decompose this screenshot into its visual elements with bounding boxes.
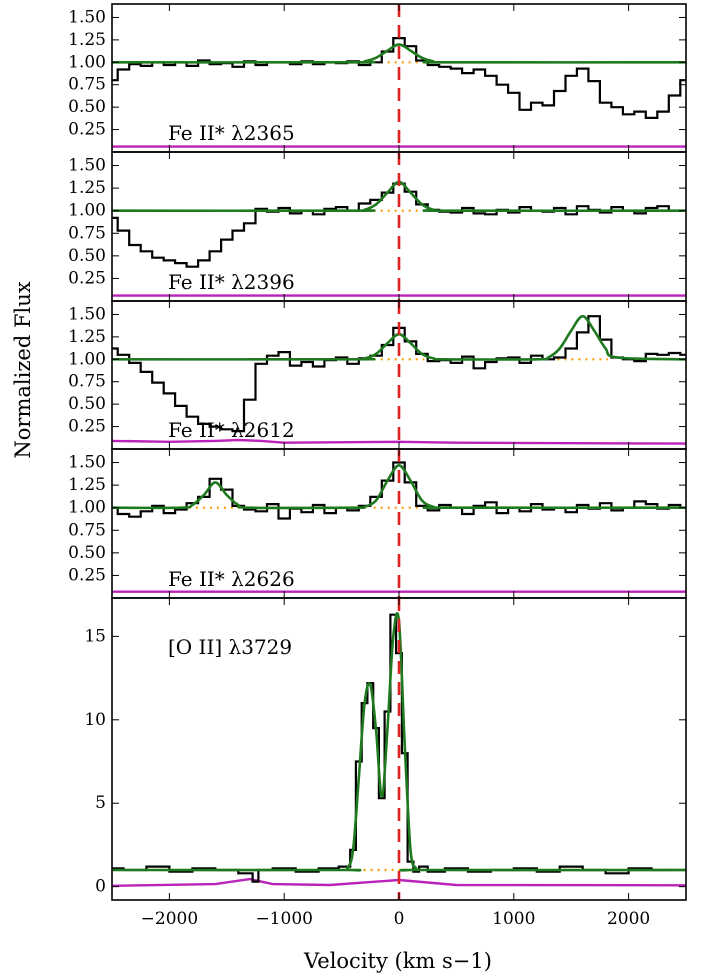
error-series-line (112, 877, 686, 887)
panel-transition-label: Fe II* λ2396 (168, 270, 295, 294)
y-axis-title: Normalized Flux (11, 281, 35, 458)
y-tick-label: 0.75 (68, 520, 106, 540)
panel-series (112, 612, 686, 887)
panel-1: 0.25 0.500.75 1.001.25 1.50 Fe II* λ2365 (68, 3, 687, 153)
y-tick-label: 0.25 (68, 120, 106, 140)
x-tick-label: 0 (394, 909, 405, 929)
model-series-line (112, 612, 686, 872)
y-tick-label: 1.50 (68, 453, 106, 473)
model-series-line (112, 463, 686, 510)
y-tick-label: 1.25 (68, 30, 106, 50)
y-tick-label: 1.50 (68, 7, 106, 27)
panel-4: 0.250.50 0.751.00 1.251.50 Fe II* λ2626 (68, 448, 687, 599)
panel-5: 0 5 10 15 [O II] λ3729 (84, 597, 687, 901)
y-tick-label: 0.25 (68, 417, 106, 437)
y-tick-label: 1.00 (68, 52, 106, 72)
y-tick-label: 0 (95, 877, 106, 897)
error-series-line (112, 438, 686, 445)
y-tick-label: 1.50 (68, 304, 106, 324)
y-tick-label: 1.25 (68, 475, 106, 495)
x-tick-label: 2000 (607, 909, 650, 929)
y-tick-label: 0.25 (68, 268, 106, 288)
y-tick-label: 1.25 (68, 178, 106, 198)
panel-3: 0.25 0.500.75 1.001.25 1.50 Fe II* λ2612 (68, 300, 687, 450)
y-tick-label: 0.25 (68, 565, 106, 585)
data-series-line (112, 37, 686, 119)
panel-transition-label: Fe II* λ2365 (168, 121, 295, 145)
model-series-line (112, 43, 686, 64)
panel-2: 0.250.50 0.751.00 1.251.50 Fe II* λ2396 (68, 151, 687, 302)
model-series-line (112, 314, 686, 361)
y-tick-label: 10 (84, 710, 106, 730)
x-tick-label: −1000 (255, 909, 313, 929)
y-tick-label: 0.50 (68, 97, 106, 117)
y-tick-label: 1.25 (68, 327, 106, 347)
y-tick-label: 1.00 (68, 349, 106, 369)
y-tick-label: 5 (95, 793, 106, 813)
x-tick-label: −2000 (141, 909, 199, 929)
y-tick-label: 0.50 (68, 246, 106, 266)
panel-transition-label: Fe II* λ2612 (168, 418, 295, 442)
panel-frame (111, 597, 687, 901)
y-tick-label: 0.50 (68, 394, 106, 414)
y-tick-label: 0.75 (68, 223, 106, 243)
x-tick-label: 1000 (492, 909, 535, 929)
y-tick-label: 1.00 (68, 498, 106, 518)
y-tick-label: 0.75 (68, 75, 106, 95)
y-tick-label: 0.50 (68, 543, 106, 563)
y-tick-label: 0.75 (68, 372, 106, 392)
data-series-line (112, 182, 686, 268)
panel-transition-label: [O II] λ3729 (168, 635, 292, 659)
y-tick-label: 1.50 (68, 156, 106, 176)
panel-transition-label: Fe II* λ2626 (168, 567, 295, 591)
y-tick-label: 15 (84, 626, 106, 646)
y-tick-label: 1.00 (68, 201, 106, 221)
x-axis-title: Velocity (km s−1) (303, 949, 492, 973)
